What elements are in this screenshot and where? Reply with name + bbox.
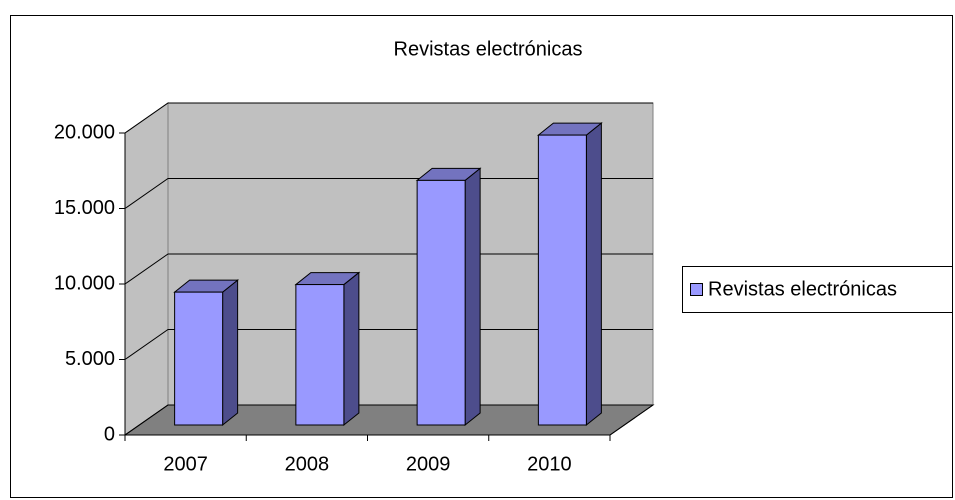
bar-side [343,271,360,427]
bar [416,179,466,426]
y-tick-label: 10.000 [54,272,115,294]
x-tick-label: 2010 [527,453,572,475]
grid-line [124,102,653,134]
chart-title: Revistas electrónicas [394,38,583,60]
x-tick-label: 2009 [406,453,451,475]
x-tick-label: 2008 [285,453,330,475]
bar [537,134,587,426]
bar-side [464,167,481,427]
x-axis-depth [609,404,654,436]
grid-line [124,404,653,436]
y-tick-label: 20.000 [54,121,115,143]
grid-line [124,253,653,285]
x-tick-label: 2007 [163,453,208,475]
bar-side [222,279,239,427]
bar [174,291,224,426]
legend-label: Revistas electrónicas [708,278,897,300]
grid-line [124,329,653,360]
bar-side [585,122,602,427]
legend-swatch [690,283,703,296]
y-tick-label: 15.000 [54,197,115,219]
grid-line [124,178,653,209]
bar [295,284,345,426]
legend-box [682,266,953,313]
y-tick-label: 0 [104,423,115,445]
y-tick-label: 5.000 [65,348,115,370]
